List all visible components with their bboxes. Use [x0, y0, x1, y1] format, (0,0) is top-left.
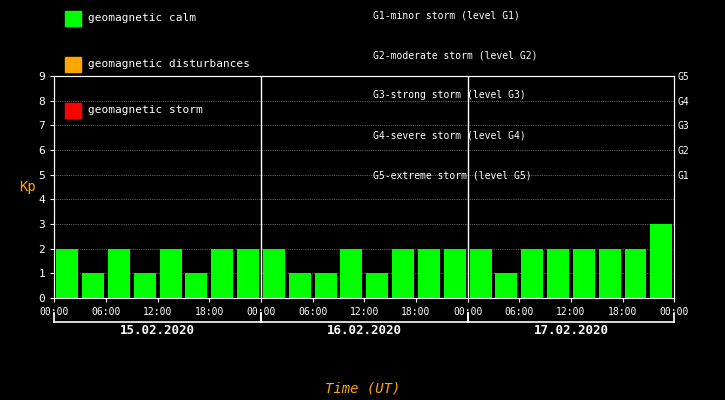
Bar: [470, 249, 492, 298]
Text: G1-minor storm (level G1): G1-minor storm (level G1): [373, 10, 521, 20]
Bar: [289, 273, 311, 298]
Text: G3-strong storm (level G3): G3-strong storm (level G3): [373, 90, 526, 100]
Bar: [495, 273, 518, 298]
Bar: [418, 249, 440, 298]
Bar: [599, 249, 621, 298]
Bar: [134, 273, 156, 298]
Text: geomagnetic calm: geomagnetic calm: [88, 14, 196, 24]
Bar: [547, 249, 569, 298]
Text: 16.02.2020: 16.02.2020: [327, 324, 402, 336]
Bar: [108, 249, 130, 298]
Bar: [315, 273, 336, 298]
Bar: [211, 249, 233, 298]
Bar: [82, 273, 104, 298]
Text: geomagnetic disturbances: geomagnetic disturbances: [88, 60, 250, 70]
Bar: [624, 249, 647, 298]
Text: G5-extreme storm (level G5): G5-extreme storm (level G5): [373, 170, 532, 180]
Bar: [573, 249, 594, 298]
Y-axis label: Kp: Kp: [19, 180, 36, 194]
Bar: [160, 249, 181, 298]
Bar: [186, 273, 207, 298]
Text: geomagnetic storm: geomagnetic storm: [88, 106, 203, 116]
Text: G2-moderate storm (level G2): G2-moderate storm (level G2): [373, 50, 538, 60]
Bar: [57, 249, 78, 298]
Text: 17.02.2020: 17.02.2020: [534, 324, 608, 336]
Bar: [444, 249, 465, 298]
Bar: [392, 249, 414, 298]
Bar: [650, 224, 672, 298]
Text: G4-severe storm (level G4): G4-severe storm (level G4): [373, 130, 526, 140]
Text: Time (UT): Time (UT): [325, 382, 400, 396]
Bar: [263, 249, 285, 298]
Bar: [341, 249, 362, 298]
Bar: [237, 249, 259, 298]
Text: 15.02.2020: 15.02.2020: [120, 324, 195, 336]
Bar: [366, 273, 388, 298]
Bar: [521, 249, 543, 298]
